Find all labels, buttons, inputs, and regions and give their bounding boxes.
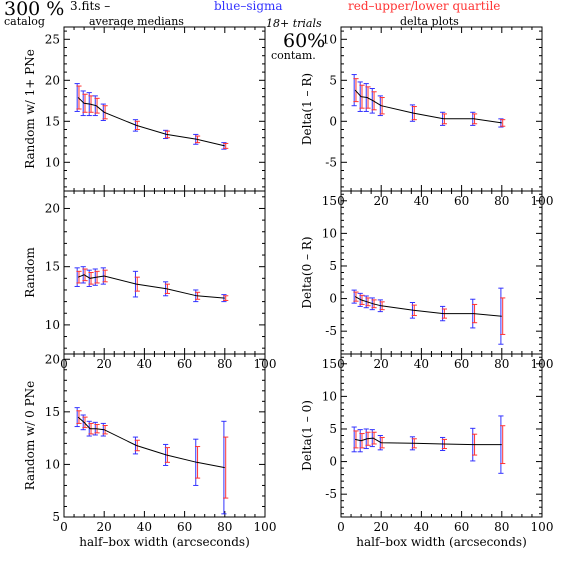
y-tick-label: -5 [325, 155, 337, 169]
plot-frame [63, 190, 266, 355]
plot-frame [63, 353, 266, 518]
plot-frame [340, 190, 543, 355]
x-tick-label: 60 [177, 357, 192, 371]
header-average-medians: average medians [89, 15, 184, 28]
x-tick-label: 80 [217, 520, 232, 534]
plot-frame [63, 26, 266, 192]
panel-5: 5 10 15 20 0 20 40 60 80 100 Random w/ 0 PNe half–b… [23, 352, 276, 549]
x-axis-label: half–box width (arcseconds) [356, 535, 527, 549]
y-tick-label: 25 [45, 32, 60, 46]
y-tick-label: 10 [322, 389, 337, 403]
x-tick-label: 40 [414, 520, 429, 534]
x-tick-label: 20 [97, 520, 112, 534]
x-tick-label: 60 [454, 520, 469, 534]
y-axis-label: Random [23, 247, 37, 298]
header-red-quartile: red–upper/lower quartile [348, 0, 501, 13]
header-contam-percent: 60% [283, 30, 326, 52]
panel-6: -5 0 5 10 15 0 20 40 60 80 100 Delta(1 – 0) half–box… [300, 353, 554, 549]
y-tick-label: 20 [45, 352, 60, 366]
x-tick-label: 40 [137, 357, 152, 371]
x-tick-label: 80 [494, 194, 509, 208]
y-tick-label: 15 [45, 405, 60, 419]
y-axis-label: Delta(1 – R) [300, 73, 314, 145]
y-tick-label: 10 [45, 155, 60, 169]
y-tick-label: 10 [322, 226, 337, 240]
y-tick-label: -5 [325, 487, 337, 501]
y-tick-label: 10 [45, 457, 60, 471]
header-percent: 300 % [4, 0, 65, 20]
header-delta-plots: delta plots [400, 15, 459, 28]
x-tick-label: 60 [177, 520, 192, 534]
x-tick-label: 40 [137, 520, 152, 534]
header-fits: 3.fits – [70, 0, 111, 13]
x-tick-label: 40 [414, 357, 429, 371]
x-tick-label: 60 [454, 357, 469, 371]
y-tick-label: 5 [329, 259, 337, 273]
y-axis-label: Delta(0 – R) [300, 236, 314, 308]
x-tick-label: 20 [374, 194, 389, 208]
plot-frame [340, 26, 543, 192]
median-line [354, 296, 502, 317]
panel-1: 10 15 20 25 Random w/ 1+ PNe [23, 26, 266, 192]
median-line [77, 416, 225, 469]
y-tick-label: 15 [322, 194, 337, 208]
x-tick-label: 80 [494, 357, 509, 371]
plot-frame [340, 353, 543, 518]
median-line [77, 274, 225, 299]
x-tick-label: 40 [414, 194, 429, 208]
y-axis-label: Random w/ 1+ PNe [23, 49, 37, 169]
x-tick-label: 60 [454, 194, 469, 208]
y-tick-label: 0 [329, 114, 337, 128]
y-tick-label: 15 [45, 260, 60, 274]
y-tick-label: 15 [45, 114, 60, 128]
x-tick-label: 20 [97, 357, 112, 371]
x-tick-label: 20 [374, 520, 389, 534]
x-tick-label: 80 [217, 357, 232, 371]
median-line [77, 97, 225, 147]
y-tick-label: 10 [322, 32, 337, 46]
y-tick-label: 0 [329, 292, 337, 306]
x-tick-label: 0 [60, 520, 68, 534]
y-tick-label: 0 [329, 455, 337, 469]
x-tick-label: 0 [337, 520, 345, 534]
x-tick-label: 100 [254, 520, 277, 534]
x-tick-label: 80 [494, 520, 509, 534]
median-line [354, 437, 502, 446]
x-tick-label: 20 [374, 357, 389, 371]
y-tick-label: 15 [322, 357, 337, 371]
y-tick-label: 5 [52, 510, 60, 524]
header-trials: 18+ trials [266, 17, 322, 30]
y-tick-label: 20 [45, 201, 60, 215]
x-axis-label: half–box width (arcseconds) [79, 535, 250, 549]
x-tick-label: 100 [531, 520, 554, 534]
y-tick-label: 20 [45, 73, 60, 87]
y-axis-label: Random w/ 0 PNe [23, 381, 37, 491]
y-tick-label: 5 [329, 422, 337, 436]
y-axis-label: Delta(1 – 0) [300, 400, 314, 471]
header-blue-sigma: blue–sigma [214, 0, 283, 13]
y-tick-label: 5 [329, 73, 337, 87]
median-line [354, 89, 502, 124]
header-catalog: catalog [4, 15, 45, 28]
y-tick-label: -5 [325, 324, 337, 338]
y-tick-label: 10 [45, 318, 60, 332]
header-contam: contam. [271, 49, 316, 62]
